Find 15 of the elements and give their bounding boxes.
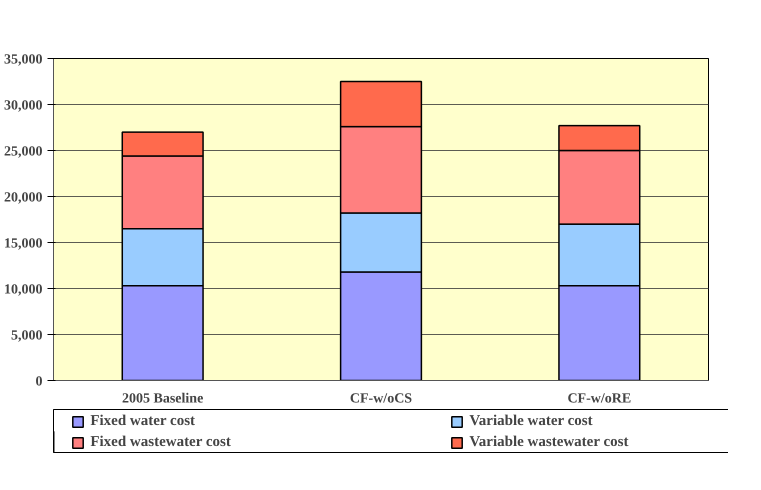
- legend-label: Variable wastewater cost: [469, 434, 630, 451]
- x-tick-label: CF-w/oCS: [350, 392, 412, 406]
- y-tick-label: 25,000: [4, 144, 42, 160]
- legend-label: Variable water cost: [469, 413, 594, 430]
- legend-label: Fixed wastewater cost: [90, 434, 232, 451]
- x-tick-label: 2005 Baseline: [122, 392, 204, 406]
- x-tick-label: CF-w/oRE: [567, 392, 632, 406]
- y-tick-label: 20,000: [4, 190, 42, 206]
- y-tick-label: 35,000: [4, 52, 42, 68]
- y-tick-label: 15,000: [4, 236, 42, 252]
- y-tick-label: 5,000: [11, 328, 42, 344]
- legend-label: Fixed water cost: [90, 413, 196, 430]
- y-tick-label: 0: [36, 374, 42, 390]
- y-tick-label: 30,000: [4, 98, 42, 114]
- y-tick-label: 10,000: [4, 282, 42, 298]
